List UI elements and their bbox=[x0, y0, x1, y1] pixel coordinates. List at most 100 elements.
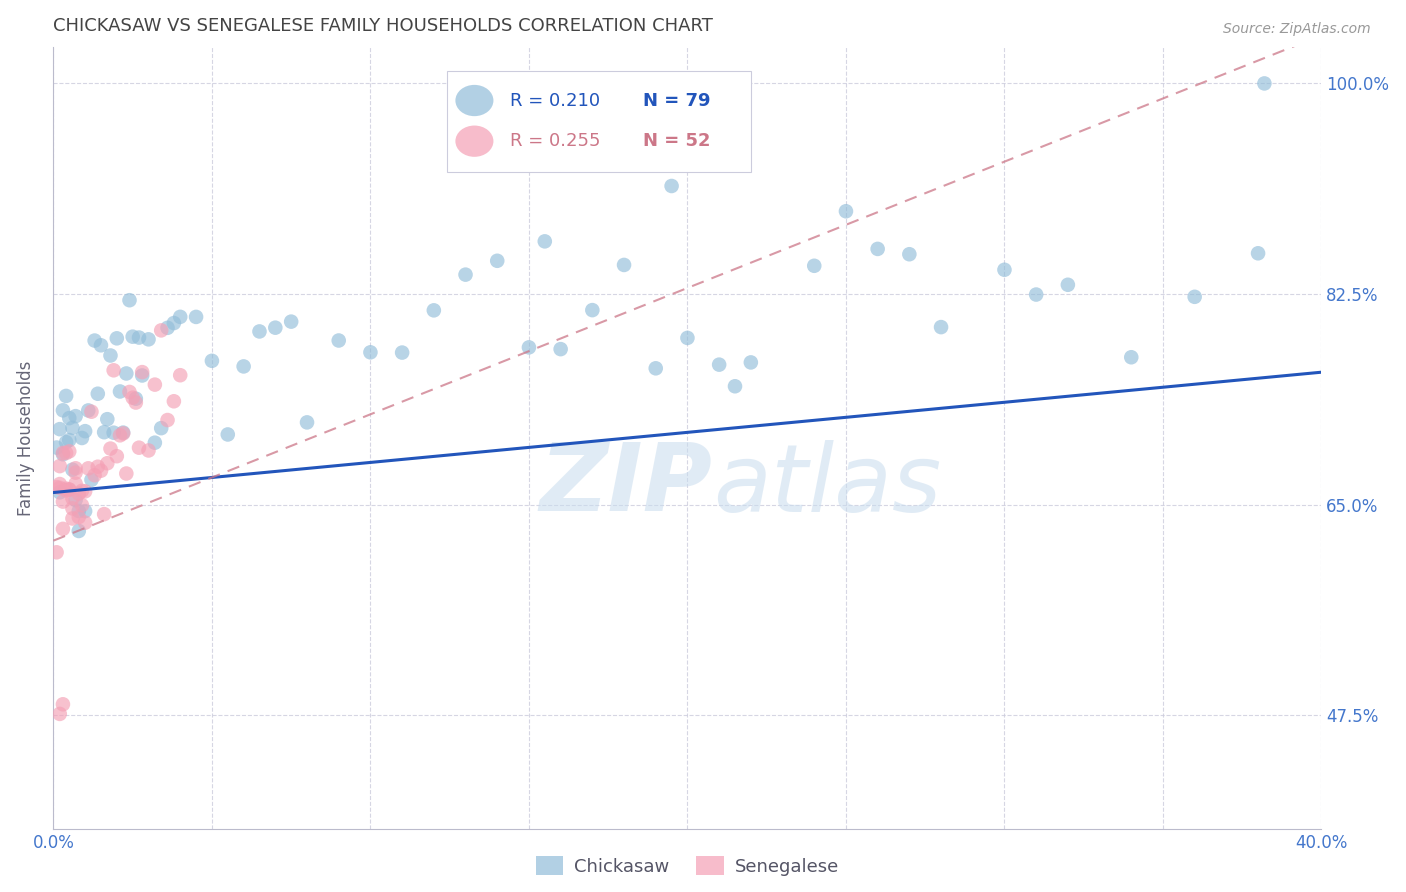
Point bbox=[232, 359, 254, 374]
Point bbox=[163, 394, 186, 409]
Point bbox=[929, 320, 952, 334]
Point bbox=[217, 427, 239, 442]
Point bbox=[993, 262, 1015, 277]
Point bbox=[676, 331, 699, 345]
Point bbox=[45, 441, 67, 455]
Point bbox=[740, 355, 762, 369]
Point bbox=[163, 316, 186, 330]
Point bbox=[533, 235, 555, 249]
Point bbox=[115, 367, 138, 381]
Point bbox=[143, 377, 166, 392]
Point bbox=[65, 493, 87, 508]
Point bbox=[55, 389, 77, 403]
Point bbox=[58, 483, 80, 497]
Point bbox=[52, 698, 75, 712]
Point bbox=[58, 483, 80, 497]
Point bbox=[90, 338, 112, 352]
Point bbox=[83, 334, 105, 348]
Point bbox=[128, 441, 150, 455]
Text: R = 0.210: R = 0.210 bbox=[510, 92, 600, 110]
Point bbox=[613, 258, 636, 272]
Point bbox=[707, 358, 730, 372]
Point bbox=[644, 361, 666, 376]
Point bbox=[83, 468, 105, 483]
Point bbox=[550, 342, 572, 356]
Point bbox=[118, 293, 141, 308]
Point bbox=[100, 349, 122, 363]
Point bbox=[249, 325, 271, 339]
Point bbox=[156, 321, 179, 335]
Point bbox=[77, 403, 100, 417]
Point bbox=[49, 459, 72, 474]
Point bbox=[1253, 77, 1275, 91]
Point bbox=[131, 365, 153, 379]
Legend: Chickasaw, Senegalese: Chickasaw, Senegalese bbox=[529, 849, 846, 883]
Point bbox=[55, 435, 77, 450]
Point bbox=[87, 459, 110, 474]
Point bbox=[62, 421, 84, 435]
Point bbox=[724, 379, 747, 393]
Point bbox=[49, 422, 72, 436]
Point bbox=[121, 391, 143, 405]
Point bbox=[45, 545, 67, 559]
Point bbox=[115, 467, 138, 481]
Point bbox=[125, 392, 148, 406]
Point bbox=[77, 461, 100, 475]
Point bbox=[184, 310, 207, 324]
Point bbox=[67, 510, 90, 524]
Point bbox=[517, 340, 540, 354]
Point bbox=[65, 476, 87, 491]
Y-axis label: Family Households: Family Households bbox=[17, 360, 35, 516]
Point bbox=[169, 368, 191, 383]
Point bbox=[280, 315, 302, 329]
Point bbox=[131, 368, 153, 383]
Point bbox=[103, 363, 125, 377]
Point bbox=[1025, 287, 1047, 301]
Point bbox=[70, 431, 93, 445]
Point bbox=[49, 481, 72, 495]
Point bbox=[835, 204, 858, 219]
Point bbox=[359, 345, 381, 359]
Point bbox=[67, 524, 90, 538]
Point bbox=[1057, 277, 1080, 292]
Text: N = 79: N = 79 bbox=[643, 92, 710, 110]
Point bbox=[49, 706, 72, 721]
Point bbox=[52, 522, 75, 536]
Point bbox=[866, 242, 889, 256]
Point bbox=[62, 511, 84, 525]
Point bbox=[100, 442, 122, 456]
Point bbox=[128, 330, 150, 344]
Point bbox=[58, 411, 80, 425]
Point bbox=[391, 345, 413, 359]
Point bbox=[55, 446, 77, 460]
Point bbox=[138, 332, 160, 346]
Point bbox=[125, 395, 148, 409]
Point bbox=[118, 384, 141, 399]
Point bbox=[143, 435, 166, 450]
Point bbox=[80, 473, 103, 487]
Point bbox=[67, 504, 90, 518]
Point bbox=[112, 426, 135, 441]
Point bbox=[328, 334, 350, 348]
Ellipse shape bbox=[456, 85, 494, 116]
Point bbox=[52, 447, 75, 461]
Point bbox=[58, 433, 80, 447]
Point bbox=[87, 386, 110, 401]
Point bbox=[1184, 290, 1206, 304]
Point bbox=[423, 303, 446, 318]
FancyBboxPatch shape bbox=[447, 70, 751, 172]
Point bbox=[52, 403, 75, 417]
Point bbox=[65, 409, 87, 424]
Point bbox=[803, 259, 825, 273]
Point bbox=[62, 491, 84, 506]
Point bbox=[93, 507, 115, 521]
Point bbox=[138, 443, 160, 458]
Point bbox=[62, 501, 84, 516]
Text: R = 0.255: R = 0.255 bbox=[510, 132, 600, 150]
Point bbox=[1247, 246, 1270, 260]
Point bbox=[90, 464, 112, 478]
Point bbox=[52, 446, 75, 460]
Text: ZIP: ZIP bbox=[540, 439, 713, 532]
Point bbox=[55, 483, 77, 498]
Point bbox=[49, 485, 72, 500]
